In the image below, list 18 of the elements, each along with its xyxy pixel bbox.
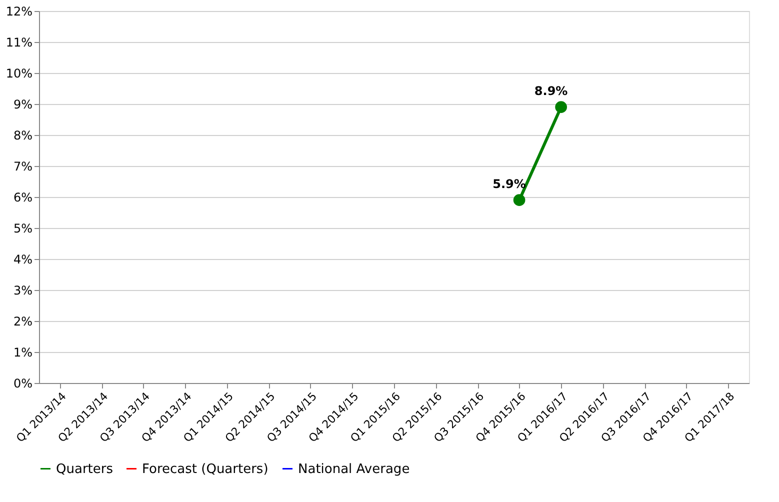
y-tick-label: 4% (13, 252, 32, 266)
legend-label: Forecast (Quarters) (142, 462, 268, 477)
legend-label: Quarters (56, 462, 114, 477)
data-label: 5.9% (492, 177, 526, 192)
y-tick-label: 8% (13, 128, 32, 142)
y-tick-label: 2% (13, 314, 32, 328)
y-tick-label: 7% (13, 160, 32, 174)
y-tick-label: 5% (13, 222, 32, 236)
y-tick-label: 11% (6, 36, 32, 50)
y-tick-label: 1% (13, 346, 32, 360)
y-tick-label: 9% (13, 98, 32, 112)
y-tick-label: 3% (13, 284, 32, 298)
y-tick-label: 6% (13, 190, 32, 204)
y-tick-label: 0% (13, 376, 32, 390)
legend-label: National Average (298, 462, 410, 477)
y-tick-label: 12% (6, 4, 32, 18)
data-label: 8.9% (534, 84, 568, 98)
y-tick-label: 10% (6, 66, 32, 80)
